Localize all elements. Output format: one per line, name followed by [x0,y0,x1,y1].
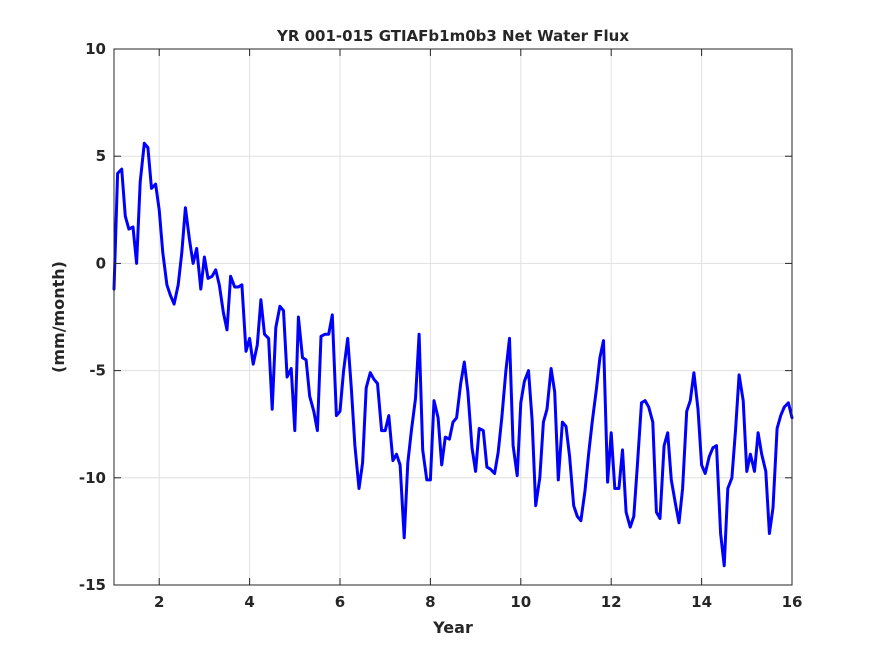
chart-title: YR 001-015 GTIAFb1m0b3 Net Water Flux [276,27,629,45]
y-axis-label: (mm/month) [49,261,68,373]
x-tick-label: 4 [244,593,254,611]
x-tick-label: 16 [782,593,803,611]
x-tick-label: 10 [510,593,531,611]
y-tick-label: -10 [79,469,106,487]
y-tick-label: 5 [96,147,106,165]
x-tick-label: 2 [154,593,164,611]
y-tick-label: 10 [85,40,106,58]
x-tick-label: 14 [691,593,712,611]
x-axis-label: Year [432,618,473,637]
y-tick-label: -5 [89,362,106,380]
x-tick-label: 6 [335,593,345,611]
y-tick-label: 0 [96,254,106,272]
series-layer [112,141,794,568]
plot-area [114,49,792,585]
series-line [112,141,794,568]
x-tick-label: 8 [425,593,435,611]
ticks: 2 4 6 8 10 12 14 16 -15 -10 -5 0 5 10 [79,40,803,611]
y-tick-label: -15 [79,576,106,594]
axes-box [113,48,793,586]
x-tick-label: 12 [601,593,622,611]
